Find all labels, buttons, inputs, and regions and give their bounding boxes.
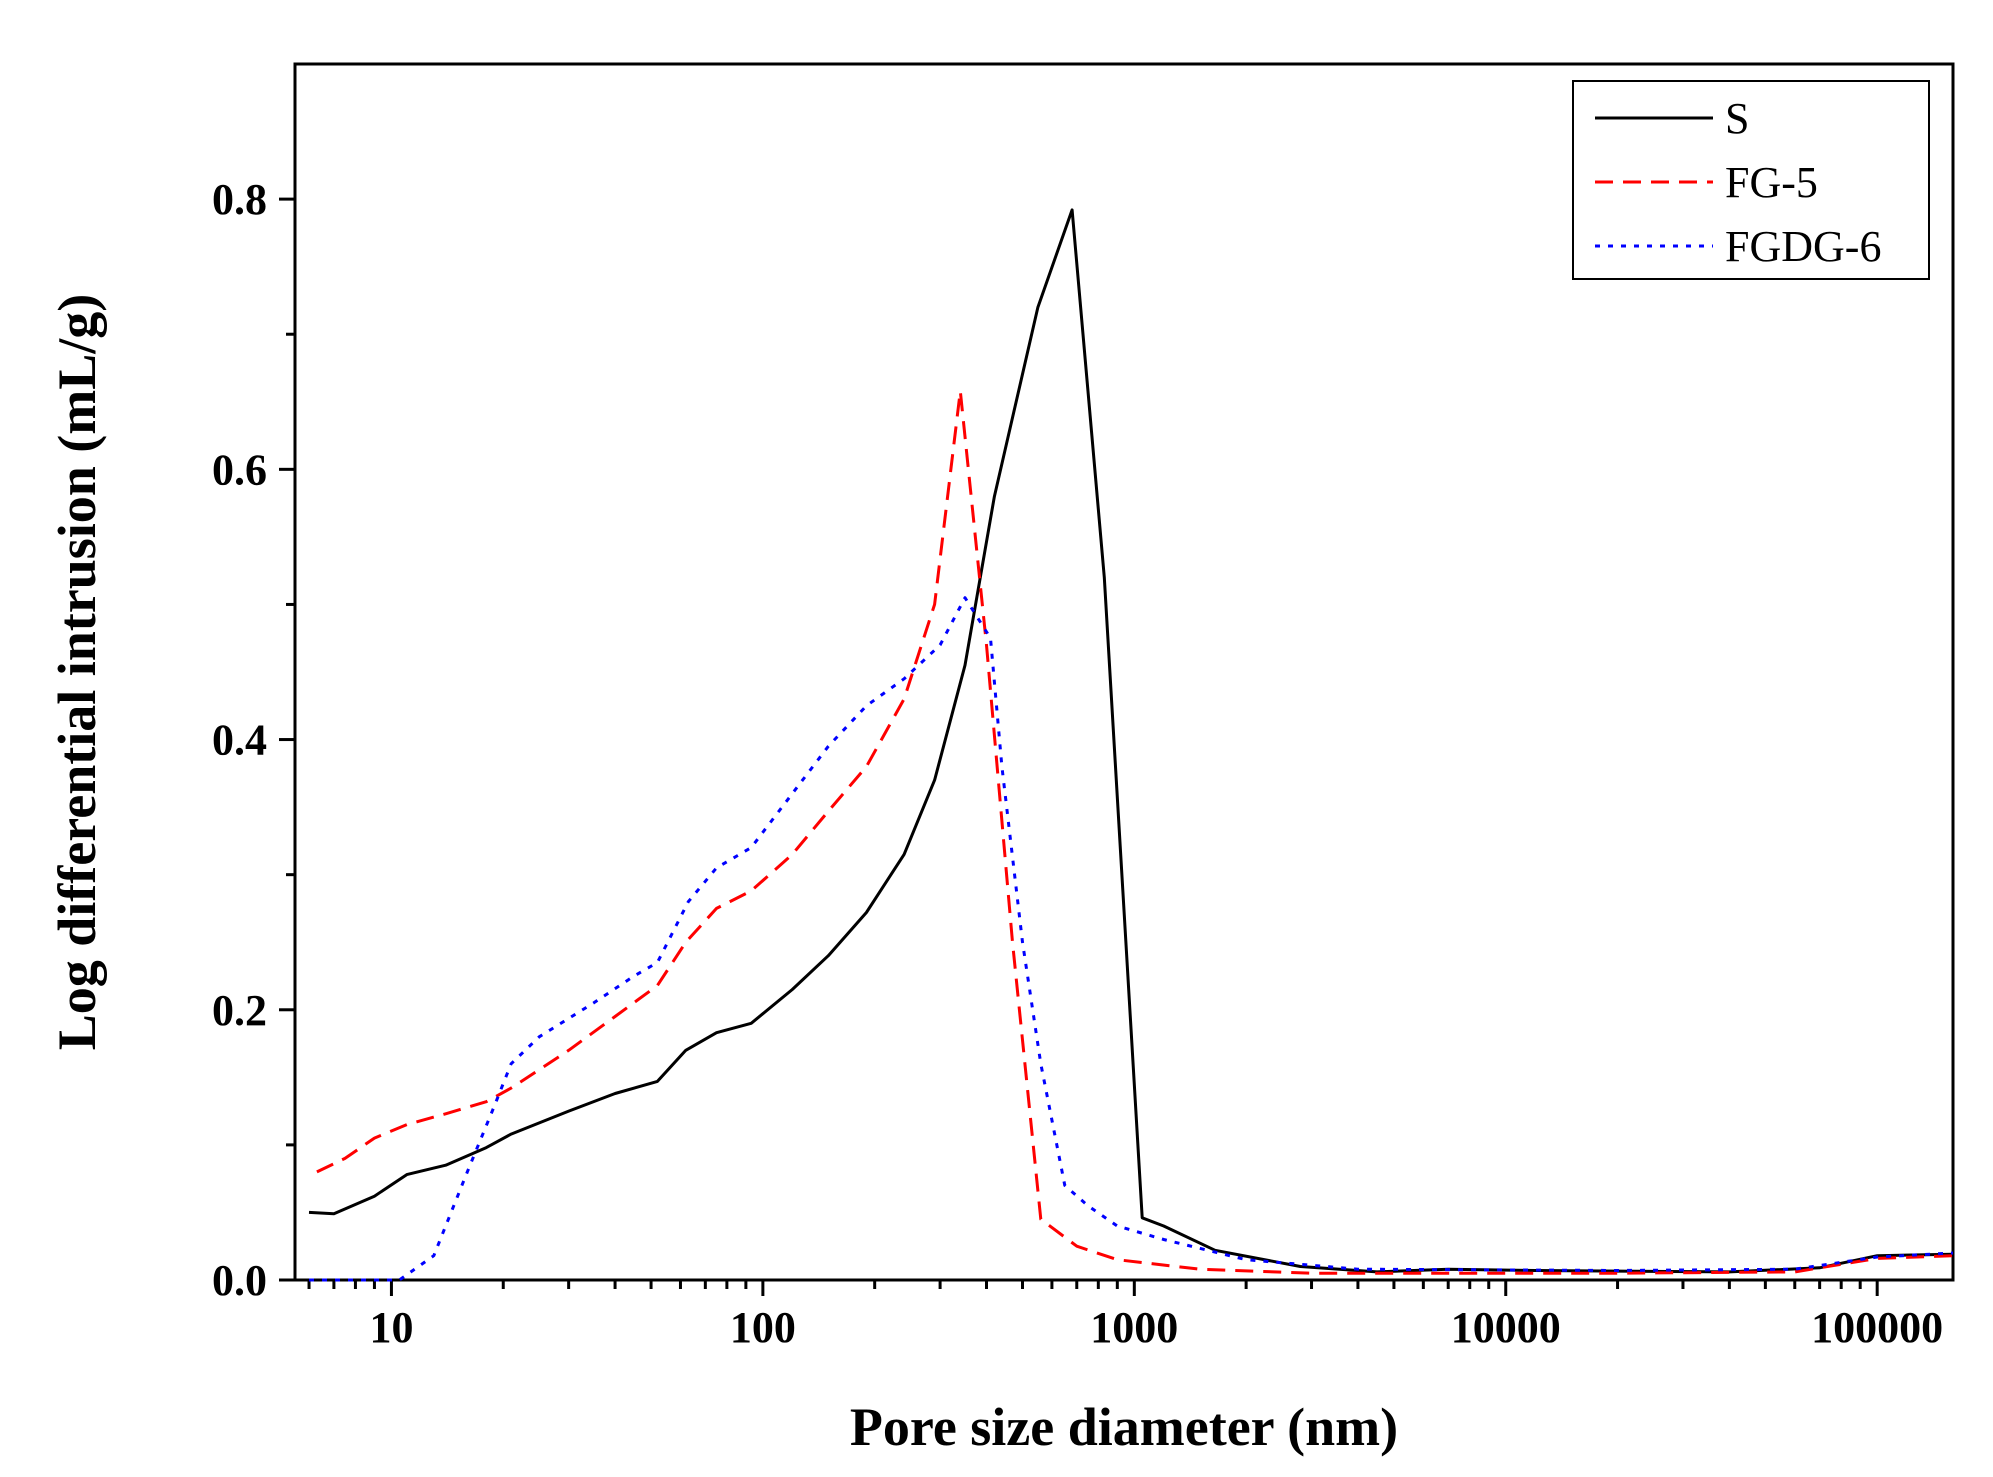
- x-axis-title: Pore size diameter (nm): [850, 1397, 1398, 1457]
- legend: S FG-5 FGDG-6: [1572, 80, 1930, 280]
- series-layer: [308, 208, 1954, 1282]
- y-tick-label: 0.8: [212, 175, 267, 224]
- legend-label-fgdg-6: FGDG-6: [1725, 222, 1881, 271]
- series-line-fgdg-6: [309, 596, 1954, 1282]
- x-axis-ticks: 10 100 1000 10000 100000: [307, 1280, 1943, 1352]
- x-tick-label: 10000: [1451, 1303, 1561, 1352]
- series-line-s: [308, 208, 1954, 1274]
- plot-area-frame: [293, 62, 1955, 1282]
- x-tick-label: 100: [730, 1303, 796, 1352]
- y-tick-label: 0.0: [212, 1256, 267, 1305]
- series-line-fg-5: [316, 389, 1954, 1275]
- y-axis-title: Log differential intrusion (mL/g): [47, 294, 107, 1051]
- y-tick-label: 0.6: [212, 445, 267, 494]
- legend-label-fg-5: FG-5: [1725, 158, 1818, 207]
- y-axis-ticks: 0.0 0.2 0.4 0.6 0.8: [212, 175, 295, 1305]
- y-tick-label: 0.2: [212, 986, 267, 1035]
- legend-label-s: S: [1725, 94, 1749, 143]
- legend-box: [1572, 80, 1930, 280]
- x-tick-label: 1000: [1090, 1303, 1178, 1352]
- x-tick-label: 100000: [1811, 1303, 1943, 1352]
- y-tick-label: 0.4: [212, 716, 267, 765]
- x-tick-label: 10: [369, 1303, 413, 1352]
